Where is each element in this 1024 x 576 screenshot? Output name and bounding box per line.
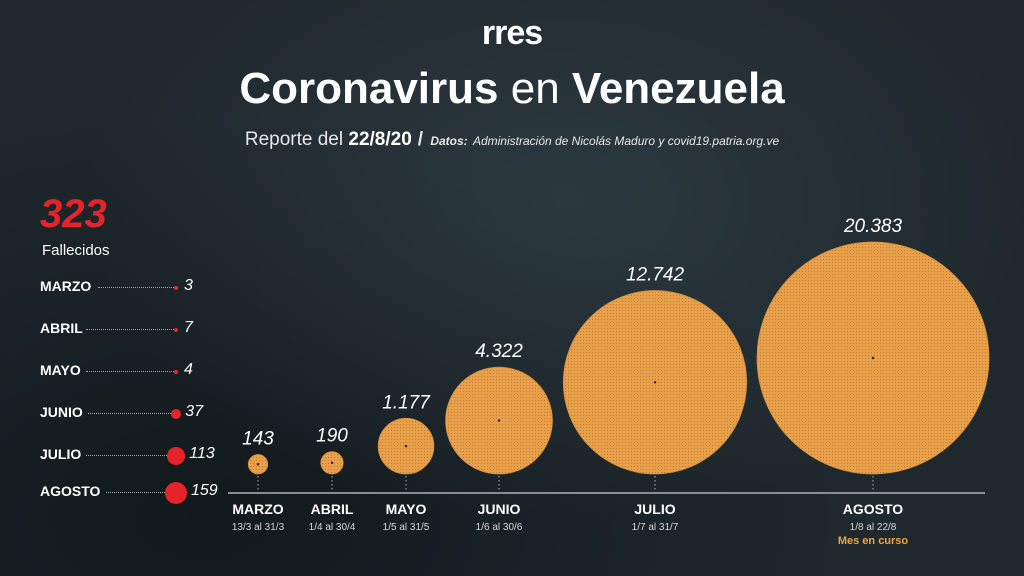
bubble-center-dot — [871, 356, 875, 360]
title-word-en: en — [510, 64, 560, 113]
deaths-row-junio: JUNIO 37 — [40, 403, 230, 424]
date-range-label: 1/8 al 22/8 — [850, 522, 897, 533]
deaths-dot — [170, 408, 182, 420]
deaths-value: 159 — [191, 482, 218, 499]
bubble-value-label: 12.742 — [626, 265, 685, 286]
deaths-row-agosto: AGOSTO 159 — [40, 482, 230, 504]
deaths-month-label: ABRIL — [40, 320, 83, 336]
date-range-label: 1/7 al 31/7 — [632, 522, 679, 533]
deaths-row-julio: JULIO 113 — [40, 445, 230, 466]
deaths-leader-line — [98, 287, 175, 288]
deaths-month-label: AGOSTO — [40, 483, 101, 499]
source-text: Administración de Nicolás Maduro y covid… — [472, 134, 780, 148]
deaths-month-label: JUNIO — [40, 404, 83, 420]
deaths-leader-line — [86, 455, 167, 456]
deaths-row-marzo: MARZO 3 — [40, 277, 230, 298]
page-title: Coronavirus en Venezuela — [0, 64, 1024, 114]
report-label: Reporte del — [244, 129, 344, 150]
date-range-label: 13/3 al 31/3 — [232, 522, 285, 533]
deaths-dot — [174, 286, 178, 290]
month-tick-label: MARZO — [232, 501, 283, 517]
title-word-venezuela: Venezuela — [571, 64, 785, 113]
bubble-value-label: 190 — [316, 426, 348, 447]
bubble-center-dot — [330, 461, 334, 465]
logo: rres — [481, 14, 543, 52]
deaths-leader-line — [86, 329, 174, 330]
deaths-label: Fallecidos — [42, 242, 110, 259]
deaths-leader-line — [86, 371, 175, 372]
deaths-value: 113 — [189, 445, 215, 462]
month-tick-label: JULIO — [634, 501, 675, 517]
bubble-value-label: 20.383 — [843, 216, 903, 237]
bubble-center-dot — [497, 419, 501, 422]
deaths-month-label: JULIO — [40, 446, 82, 462]
deaths-dot — [166, 446, 186, 466]
deaths-month-label: MARZO — [40, 278, 92, 294]
deaths-leader-line — [88, 413, 171, 414]
deaths-value: 3 — [184, 277, 193, 294]
deaths-dot — [174, 370, 178, 374]
bubble-value-label: 1.177 — [382, 392, 431, 413]
deaths-row-mayo: MAYO 4 — [40, 361, 230, 382]
deaths-dot — [173, 327, 179, 333]
date-range-label: 1/4 al 30/4 — [309, 522, 356, 533]
deaths-value: 37 — [185, 403, 204, 420]
title-word-coronavirus: Coronavirus — [239, 64, 499, 113]
bubble-center-dot — [404, 444, 408, 448]
month-tick-label: JUNIO — [478, 501, 521, 517]
deaths-month-label: MAYO — [40, 362, 81, 378]
source-label: Datos: — [430, 134, 468, 148]
date-range-label: 1/6 al 30/6 — [476, 522, 523, 533]
deaths-leader-line — [106, 492, 165, 493]
deaths-value: 4 — [184, 361, 193, 378]
deaths-dot — [165, 482, 187, 504]
report-date: 22/8/20 — [348, 129, 412, 150]
subtitle: Reporte del 22/8/20/ Datos: Administraci… — [0, 129, 1024, 151]
current-month-note: Mes en curso — [838, 535, 909, 547]
date-range-label: 1/5 al 31/5 — [383, 522, 430, 533]
bubble-value-label: 143 — [242, 429, 274, 450]
deaths-row-abril: ABRIL 7 — [40, 319, 230, 340]
month-tick-label: MAYO — [386, 501, 427, 517]
deaths-total: 323 — [40, 192, 107, 236]
bubble-center-dot — [256, 463, 260, 466]
bubble-value-label: 4.322 — [475, 341, 523, 362]
deaths-value: 7 — [184, 319, 193, 336]
separator-slash: / — [417, 129, 424, 150]
month-tick-label: ABRIL — [311, 501, 354, 517]
bubble-center-dot — [653, 381, 657, 384]
month-tick-label: AGOSTO — [843, 501, 904, 517]
